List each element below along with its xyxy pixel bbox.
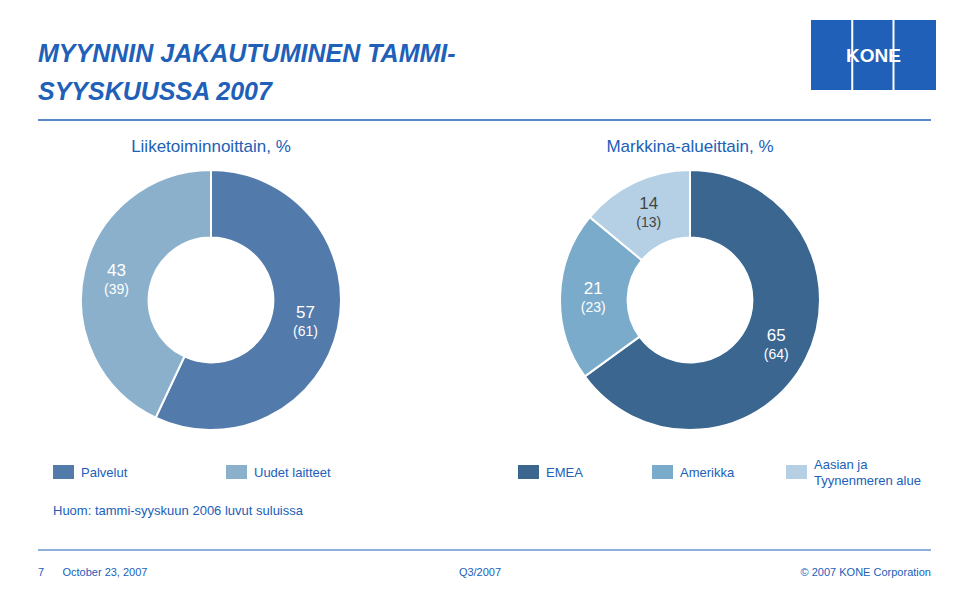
logo-box <box>811 20 936 90</box>
chart-title: Liiketoiminnoittain, % <box>131 137 291 156</box>
data-labels: 65(64) 21(23) 14(13) <box>581 194 789 362</box>
data-label: 14 <box>639 194 658 213</box>
chart-title: Markkina-alueittain, % <box>606 137 773 156</box>
legend-swatch <box>786 465 807 479</box>
divider <box>38 119 931 121</box>
legend-swatch <box>518 465 539 479</box>
data-label: 43 <box>107 261 126 280</box>
title: SYYSKUUSSA 2007 <box>38 77 273 105</box>
prior-label: (39) <box>104 281 129 297</box>
legend-swatch <box>652 465 673 479</box>
chart-root: MYYNNIN JAKAUTUMINEN TAMMI- SYYSKUUSSA 20… <box>0 0 960 612</box>
legend-label: Aasian ja <box>814 457 868 472</box>
logo: KONE <box>811 20 936 90</box>
slices <box>81 170 341 430</box>
footer: 7 October 23, 2007 <box>38 566 147 578</box>
legend-label: Palvelut <box>81 465 128 480</box>
data-label: 57 <box>296 303 315 322</box>
slices <box>560 170 820 430</box>
data-labels: 57(61) 43(39) <box>104 261 318 339</box>
note: Huom: tammi-syyskuun 2006 luvut suluissa <box>53 503 304 518</box>
prior-label: (13) <box>636 214 661 230</box>
legend-label: EMEA <box>546 465 583 480</box>
prior-label: (23) <box>581 299 606 315</box>
footer: © 2007 KONE Corporation <box>801 566 931 578</box>
legend: Palvelut Uudet laitteet <box>53 465 331 480</box>
legend-swatch <box>226 465 247 479</box>
legend-label: Uudet laitteet <box>254 465 331 480</box>
prior-label: (61) <box>293 323 318 339</box>
slice <box>81 170 211 418</box>
legend-label: Amerikka <box>680 465 735 480</box>
legend-label: Tyynenmeren alue <box>814 473 921 488</box>
title: MYYNNIN JAKAUTUMINEN TAMMI- <box>38 39 456 67</box>
prior-label: (64) <box>764 346 789 362</box>
logo-text: KONE <box>846 45 901 66</box>
donut-chart: Liiketoiminnoittain, % 57(61) 43(39) Palvel… <box>53 137 341 480</box>
donut-chart: Markkina-alueittain, % 65(64) 21(23) 14(13)… <box>518 137 921 488</box>
footer: Q3/2007 <box>459 566 501 578</box>
divider <box>38 550 931 551</box>
legend-swatch <box>53 465 74 479</box>
data-label: 21 <box>584 279 603 298</box>
slice <box>590 170 690 260</box>
legend: EMEA Amerikka Aasian jaTyynenmeren alue <box>518 457 921 488</box>
data-label: 65 <box>767 326 786 345</box>
